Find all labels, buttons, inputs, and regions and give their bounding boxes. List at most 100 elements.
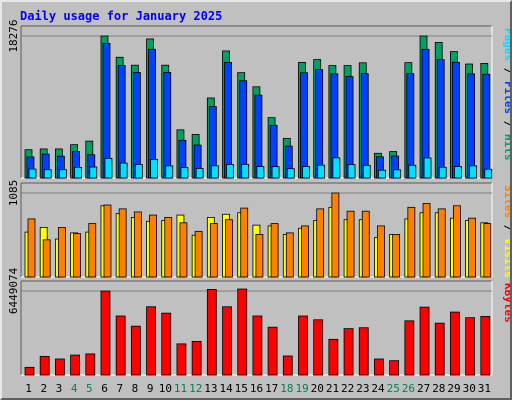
bar-kbytes-day-2 <box>39 355 50 376</box>
bar-kbytes-day-24 <box>374 358 384 376</box>
bar-files-day-22 <box>345 76 354 179</box>
x-tick-label-day-3: 3 <box>56 382 63 395</box>
bar-pages-day-30 <box>469 165 478 179</box>
bar-pages-day-12 <box>195 168 204 179</box>
x-tick-label-day-21: 21 <box>326 382 339 395</box>
x-tick-label-day-20: 20 <box>311 382 324 395</box>
x-tick-label-day-6: 6 <box>101 382 108 395</box>
bar-kbytes-day-27 <box>419 306 430 376</box>
bar-sites-day-25 <box>392 234 401 278</box>
bar-kbytes-day-22 <box>343 328 354 376</box>
bar-sites-day-8 <box>133 211 142 278</box>
bar-sites-day-1 <box>27 218 36 278</box>
bar-pages-day-17 <box>271 166 280 179</box>
bar-pages-day-4 <box>74 166 82 179</box>
bar-pages-day-29 <box>454 166 462 179</box>
bar-kbytes-day-12 <box>191 340 202 376</box>
x-tick-label-day-9: 9 <box>147 382 154 395</box>
x-tick-label-day-12: 12 <box>189 382 202 395</box>
bar-kbytes-day-25 <box>389 360 400 376</box>
x-tick-label-day-22: 22 <box>341 382 354 395</box>
x-tick-label-day-24: 24 <box>371 382 385 395</box>
bar-kbytes-day-26 <box>404 320 415 376</box>
bar-pages-day-22 <box>347 164 356 179</box>
bar-kbytes-day-8 <box>130 325 141 376</box>
x-tick-label-day-16: 16 <box>250 382 263 395</box>
x-tick-label-day-25: 25 <box>387 382 400 395</box>
bar-sites-day-18 <box>285 232 294 278</box>
bar-pages-day-20 <box>317 164 326 179</box>
bar-pages-day-14 <box>226 164 234 179</box>
bar-pages-day-3 <box>58 169 67 179</box>
bar-kbytes-day-11 <box>176 343 187 376</box>
bar-pages-day-9 <box>150 159 158 179</box>
panel-max-label: 18276 <box>7 19 20 52</box>
x-tick-label-day-14: 14 <box>219 382 233 395</box>
bar-kbytes-day-5 <box>85 353 96 376</box>
x-tick-label-day-10: 10 <box>159 382 172 395</box>
bar-kbytes-day-21 <box>328 338 339 376</box>
legend-segment: Hits <box>502 134 510 161</box>
bar-files-day-23 <box>360 73 369 179</box>
bar-pages-day-11 <box>180 167 189 179</box>
x-tick-label-day-29: 29 <box>447 382 460 395</box>
bar-kbytes-day-10 <box>161 312 172 376</box>
bar-files-day-7 <box>117 65 126 179</box>
x-tick-label-day-23: 23 <box>356 382 369 395</box>
chart-title: Daily usage for January 2025 <box>20 9 223 23</box>
bar-kbytes-day-1 <box>24 366 35 376</box>
bar-files-day-28 <box>436 59 445 179</box>
bar-sites-day-31 <box>483 223 492 278</box>
bar-sites-day-14 <box>225 219 233 278</box>
legend-segment: / <box>502 61 510 81</box>
bar-sites-day-7 <box>118 208 127 278</box>
bar-sites-day-17 <box>270 223 279 278</box>
bar-sites-day-29 <box>453 205 461 278</box>
bar-kbytes-day-19 <box>298 315 308 376</box>
bar-kbytes-day-29 <box>450 311 460 376</box>
bar-kbytes-day-23 <box>358 327 369 376</box>
x-tick-label-day-2: 2 <box>40 382 47 395</box>
x-tick-label-day-13: 13 <box>204 382 217 395</box>
x-tick-label-day-8: 8 <box>132 382 139 395</box>
panel-legend: Pages / Files / Hits <box>502 28 510 161</box>
bar-sites-day-23 <box>361 210 370 278</box>
x-tick-label-day-15: 15 <box>235 382 248 395</box>
x-tick-label-day-27: 27 <box>417 382 430 395</box>
bar-sites-day-16 <box>255 234 264 278</box>
bar-pages-day-5 <box>89 166 98 179</box>
bar-kbytes-day-4 <box>70 354 80 376</box>
bar-kbytes-day-20 <box>313 319 324 376</box>
bar-kbytes-day-3 <box>54 358 65 376</box>
bar-files-day-29 <box>452 61 460 179</box>
bar-pages-day-10 <box>165 165 174 179</box>
bar-files-day-16 <box>254 94 263 179</box>
bar-kbytes-day-18 <box>282 355 293 376</box>
legend-segment: / <box>502 218 510 238</box>
bar-pages-day-15 <box>241 164 250 179</box>
legend-segment: / <box>502 114 510 134</box>
bar-sites-day-11 <box>179 222 188 278</box>
x-tick-label-day-18: 18 <box>280 382 293 395</box>
x-tick-label-day-4: 4 <box>71 382 78 395</box>
bar-pages-day-26 <box>408 164 417 179</box>
bar-kbytes-day-13 <box>206 289 217 376</box>
bar-pages-day-31 <box>484 168 493 179</box>
bar-kbytes-day-6 <box>100 290 111 376</box>
bar-sites-day-6 <box>103 204 112 278</box>
bar-kbytes-day-17 <box>267 326 278 376</box>
x-tick-label-day-28: 28 <box>432 382 445 395</box>
x-tick-label-day-31: 31 <box>478 382 491 395</box>
bar-files-day-15 <box>239 80 248 179</box>
bar-pages-day-28 <box>438 166 447 179</box>
bar-pages-day-25 <box>393 169 402 179</box>
bar-sites-day-27 <box>422 203 431 278</box>
bar-kbytes-day-16 <box>252 315 263 376</box>
bar-sites-day-10 <box>164 216 173 278</box>
legend-segment: KBytes <box>502 283 510 323</box>
bar-sites-day-21 <box>331 192 340 278</box>
bar-files-day-14 <box>224 61 232 179</box>
bar-pages-day-7 <box>119 162 128 179</box>
bar-pages-day-16 <box>256 166 265 179</box>
